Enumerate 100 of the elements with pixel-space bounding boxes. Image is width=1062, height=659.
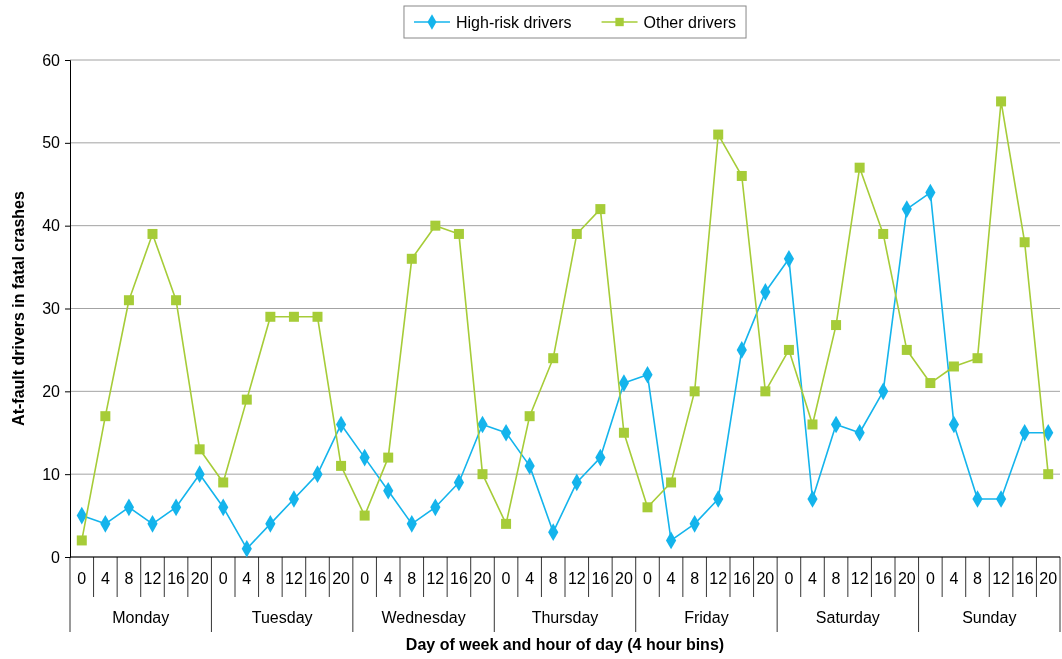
point <box>831 320 842 331</box>
x-tick-label: 0 <box>77 570 87 587</box>
point <box>501 518 512 529</box>
legend-label: Other drivers <box>643 14 737 31</box>
point <box>524 411 535 422</box>
point <box>925 378 936 389</box>
point <box>336 460 347 471</box>
y-tick-label: 60 <box>42 51 61 69</box>
x-tick-label: 20 <box>190 570 209 587</box>
x-tick-label: 8 <box>124 570 134 587</box>
point <box>123 295 134 306</box>
x-tick-label: 4 <box>242 570 252 587</box>
x-tick-label: 12 <box>850 570 869 587</box>
point <box>359 510 370 521</box>
x-tick-label: 0 <box>501 570 511 587</box>
x-tick-label: 20 <box>615 570 633 587</box>
x-axis-title: Day of week and hour of day (4 hour bins) <box>405 636 725 653</box>
x-tick-label: 0 <box>360 570 370 587</box>
point <box>194 444 205 455</box>
point <box>171 295 182 306</box>
x-tick-label: 20 <box>473 570 492 587</box>
x-tick-label: 20 <box>897 570 916 587</box>
x-tick-label: 0 <box>218 570 228 587</box>
point <box>571 228 582 239</box>
text: Sunday <box>962 609 1017 626</box>
text: Tuesday <box>251 609 313 626</box>
x-tick-label: 16 <box>874 570 893 587</box>
x-tick-label: 12 <box>285 570 303 587</box>
y-tick-label: 10 <box>42 465 61 483</box>
x-tick-label: 8 <box>690 570 700 587</box>
point <box>265 311 276 322</box>
point <box>406 253 417 264</box>
x-tick-label: 16 <box>591 570 610 587</box>
point <box>807 419 818 430</box>
text: Saturday <box>815 609 880 626</box>
point <box>218 477 229 488</box>
point <box>288 311 299 322</box>
x-tick-label: 16 <box>308 570 327 587</box>
point <box>477 469 488 480</box>
x-tick-label: 12 <box>426 570 445 587</box>
point <box>760 386 771 397</box>
x-tick-label: 12 <box>992 570 1011 587</box>
point <box>430 220 441 231</box>
point <box>1019 237 1030 248</box>
point <box>666 477 677 488</box>
point <box>689 386 700 397</box>
text: Friday <box>684 609 729 626</box>
x-tick-label: 4 <box>100 570 110 587</box>
x-tick-label: 8 <box>548 570 558 587</box>
text: Monday <box>112 609 170 626</box>
y-tick-label: 50 <box>42 134 61 152</box>
y-tick-label: 20 <box>42 382 61 400</box>
x-tick-label: 4 <box>808 570 818 587</box>
x-tick-label: 8 <box>407 570 417 587</box>
x-tick-label: 8 <box>265 570 275 587</box>
x-tick-label: 20 <box>1039 570 1058 587</box>
point <box>383 452 394 463</box>
point <box>312 311 323 322</box>
point <box>854 162 865 173</box>
point <box>1043 469 1054 480</box>
x-tick-label: 12 <box>709 570 728 587</box>
x-tick-label: 8 <box>973 570 983 587</box>
x-tick-label: 16 <box>450 570 468 587</box>
point <box>618 427 629 438</box>
point <box>241 394 252 405</box>
x-tick-label: 0 <box>925 570 935 587</box>
x-tick-label: 4 <box>666 570 676 587</box>
x-tick-label: 16 <box>167 570 186 587</box>
point <box>453 228 464 239</box>
x-tick-label: 0 <box>643 570 653 587</box>
text: Wednesday <box>381 609 466 626</box>
x-tick-label: 12 <box>143 570 162 587</box>
y-tick-label: 30 <box>42 300 61 318</box>
legend-label: High-risk drivers <box>455 14 572 31</box>
text: Thursday <box>531 609 599 626</box>
point <box>642 502 653 513</box>
x-tick-label: 16 <box>1015 570 1034 587</box>
point <box>147 228 158 239</box>
x-tick-label: 8 <box>831 570 841 587</box>
point <box>901 344 912 355</box>
x-tick-label: 0 <box>784 570 794 587</box>
point <box>878 228 889 239</box>
point <box>595 204 606 215</box>
point <box>713 129 724 140</box>
point <box>972 353 983 364</box>
point <box>100 411 111 422</box>
point <box>948 361 959 372</box>
point <box>548 353 559 364</box>
x-tick-label: 4 <box>949 570 959 587</box>
point <box>783 344 794 355</box>
y-tick-label: 0 <box>51 548 61 566</box>
x-tick-label: 16 <box>732 570 751 587</box>
point <box>736 170 747 181</box>
y-tick-label: 40 <box>42 217 61 235</box>
y-axis-title: At-fault drivers in fatal crashes <box>10 191 27 426</box>
point <box>996 96 1007 107</box>
point <box>76 535 87 546</box>
x-tick-label: 20 <box>332 570 351 587</box>
x-tick-label: 12 <box>567 570 586 587</box>
x-tick-label: 4 <box>383 570 393 587</box>
